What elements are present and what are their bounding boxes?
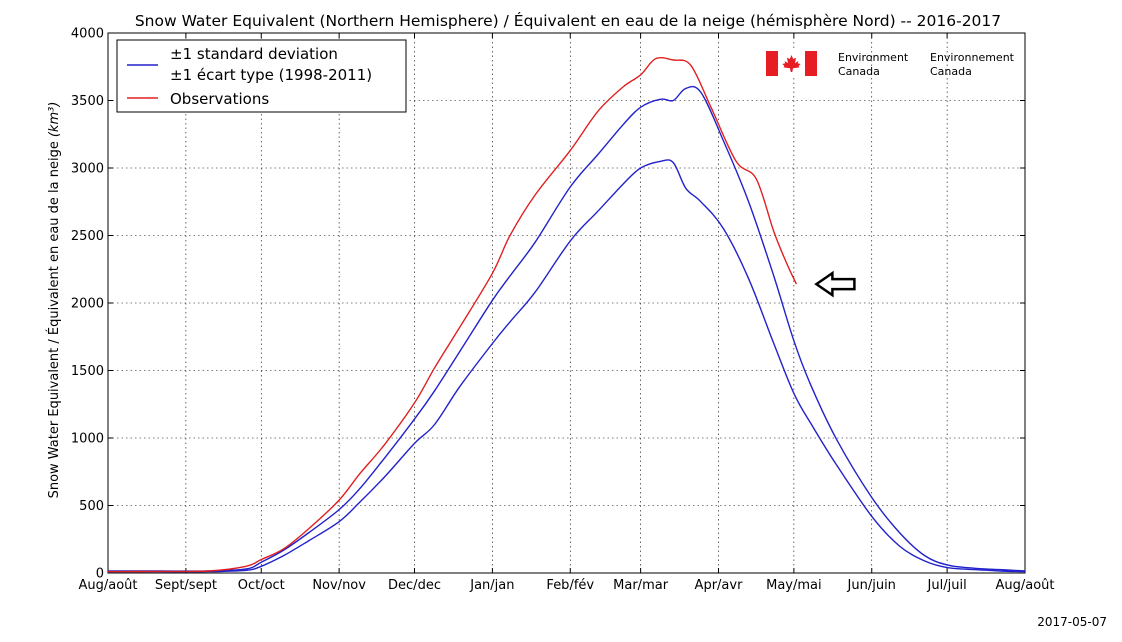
environment-canada-logo: Environment Canada Environnement Canada <box>766 51 1015 78</box>
svg-text:Snow Water Equivalent / Équiva: Snow Water Equivalent / Équivalent en ea… <box>46 102 62 499</box>
logo-text-en-line1: Environment <box>838 51 909 64</box>
x-tick-label: Aug/août <box>78 578 137 593</box>
y-tick-label: 4000 <box>71 27 104 42</box>
y-tick-label: 3500 <box>71 94 104 109</box>
legend-frame <box>116 39 407 113</box>
legend-label-std-en: ±1 standard deviation <box>170 45 338 63</box>
y-tick-label: 0 <box>96 567 104 582</box>
arrow-left-icon <box>814 270 856 298</box>
x-tick-label: Jan/jan <box>469 578 514 593</box>
legend: ±1 standard deviation ±1 écart type (199… <box>116 39 407 113</box>
y-axis-label-text: Snow Water Equivalent / Équivalent en ea… <box>46 141 62 498</box>
y-tick-label: 2500 <box>71 229 104 244</box>
x-tick-label: Dec/dec <box>388 578 441 593</box>
y-axis-ticks: 0 500 1000 1500 2000 2500 3000 3500 4000 <box>71 27 1025 582</box>
x-axis-ticks: Aug/août Sept/sept Oct/oct Nov/nov Dec/dec Ja… <box>78 33 1055 593</box>
logo-text-fr-line2: Canada <box>930 65 972 78</box>
canada-flag-icon <box>766 51 817 76</box>
x-tick-label: Aug/août <box>995 578 1054 593</box>
y-tick-label: 3000 <box>71 162 104 177</box>
x-tick-label: Jun/juin <box>847 578 896 593</box>
current-value-arrow <box>814 270 856 298</box>
series-line-upper <box>107 85 1026 572</box>
x-tick-label: Sept/sept <box>155 578 217 593</box>
x-tick-label: Feb/fév <box>546 578 594 593</box>
series-line-observed <box>107 56 798 573</box>
x-tick-label: Jul/juil <box>927 578 967 593</box>
y-tick-label: 500 <box>79 499 104 514</box>
y-tick-label: 2000 <box>71 297 104 312</box>
logo-text-en-line2: Canada <box>838 65 880 78</box>
date-stamp: 2017-05-07 <box>1037 615 1107 629</box>
x-tick-label: Oct/oct <box>238 578 285 593</box>
chart-title: Snow Water Equivalent (Northern Hemisphe… <box>135 11 1001 30</box>
legend-label-observations: Observations <box>170 90 269 108</box>
x-tick-label: Nov/nov <box>312 578 366 593</box>
legend-label-std-fr: ±1 écart type (1998-2011) <box>170 66 372 84</box>
x-tick-label: May/mai <box>766 578 822 593</box>
grid-lines <box>108 33 1025 573</box>
series-line-lower <box>108 159 1026 573</box>
x-tick-label: Apr/avr <box>695 578 744 593</box>
y-tick-label: 1000 <box>71 432 104 447</box>
x-tick-label: Mar/mar <box>613 578 669 593</box>
y-axis-unit: km³ <box>47 107 62 132</box>
y-axis-label: Snow Water Equivalent / Équivalent en ea… <box>46 102 62 499</box>
series-lines <box>107 56 1026 573</box>
logo-text-fr-line1: Environnement <box>930 51 1015 64</box>
y-tick-label: 1500 <box>71 364 104 379</box>
